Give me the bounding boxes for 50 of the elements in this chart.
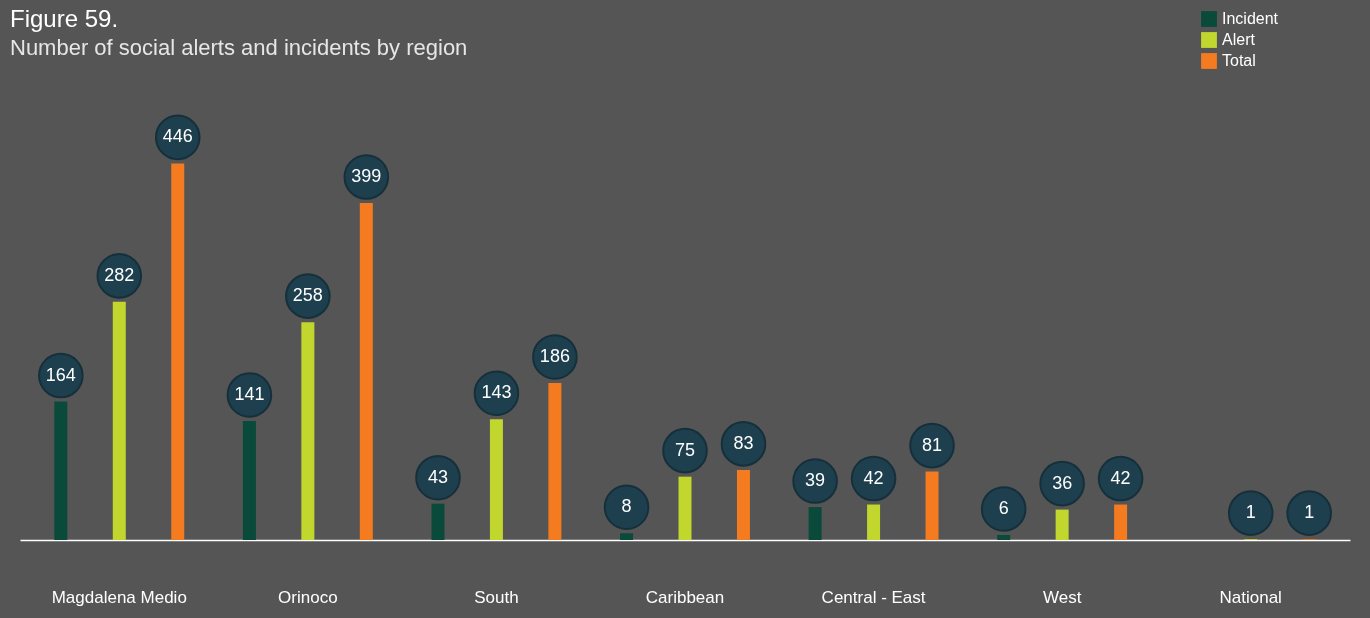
data-label: 6 bbox=[998, 497, 1009, 518]
data-label: 258 bbox=[292, 285, 323, 306]
bar bbox=[620, 533, 634, 540]
bar bbox=[171, 163, 185, 540]
data-label: 141 bbox=[234, 383, 265, 404]
bar bbox=[1055, 509, 1069, 540]
data-label: 36 bbox=[1052, 472, 1073, 493]
bar bbox=[301, 322, 315, 540]
data-label: 186 bbox=[539, 345, 570, 366]
bar bbox=[548, 382, 562, 540]
legend-label: Total bbox=[1222, 52, 1256, 69]
x-tick-label: Orinoco bbox=[278, 588, 338, 607]
legend-label: Alert bbox=[1222, 31, 1256, 48]
x-tick-label: Central - East bbox=[821, 588, 926, 607]
bar bbox=[808, 507, 822, 540]
data-label: 143 bbox=[481, 382, 512, 403]
data-label: 81 bbox=[922, 434, 943, 455]
x-tick-label: Caribbean bbox=[645, 588, 725, 607]
bar bbox=[359, 203, 373, 540]
data-label: 164 bbox=[45, 364, 76, 385]
x-tick-label: Magdalena Medio bbox=[51, 588, 187, 607]
chart-title: Figure 59. bbox=[10, 5, 119, 32]
bar bbox=[925, 471, 939, 540]
bar bbox=[54, 401, 68, 540]
data-label: 83 bbox=[733, 432, 754, 453]
data-label: 43 bbox=[427, 466, 448, 487]
data-label: 1 bbox=[1245, 502, 1256, 523]
data-label: 399 bbox=[351, 166, 382, 187]
bar bbox=[867, 504, 881, 540]
legend-label: Incident bbox=[1222, 10, 1279, 27]
bar bbox=[242, 420, 256, 540]
bar bbox=[112, 301, 126, 540]
x-tick-label: South bbox=[474, 588, 519, 607]
x-tick-label: West bbox=[1042, 588, 1082, 607]
data-label: 282 bbox=[104, 264, 135, 285]
data-label: 446 bbox=[162, 126, 193, 147]
chart-subtitle: Number of social alerts and incidents by region bbox=[10, 35, 468, 60]
data-label: 75 bbox=[674, 439, 696, 460]
data-label: 1 bbox=[1304, 502, 1315, 523]
bar bbox=[489, 419, 503, 540]
data-label: 42 bbox=[863, 467, 884, 488]
bar bbox=[736, 469, 750, 540]
bar bbox=[1114, 504, 1128, 540]
x-tick-label: National bbox=[1219, 588, 1282, 607]
data-label: 39 bbox=[805, 470, 826, 491]
bar bbox=[997, 534, 1011, 540]
data-label: 42 bbox=[1110, 467, 1131, 488]
data-label: 8 bbox=[621, 496, 632, 517]
bar bbox=[678, 476, 692, 540]
bar bbox=[431, 503, 445, 540]
